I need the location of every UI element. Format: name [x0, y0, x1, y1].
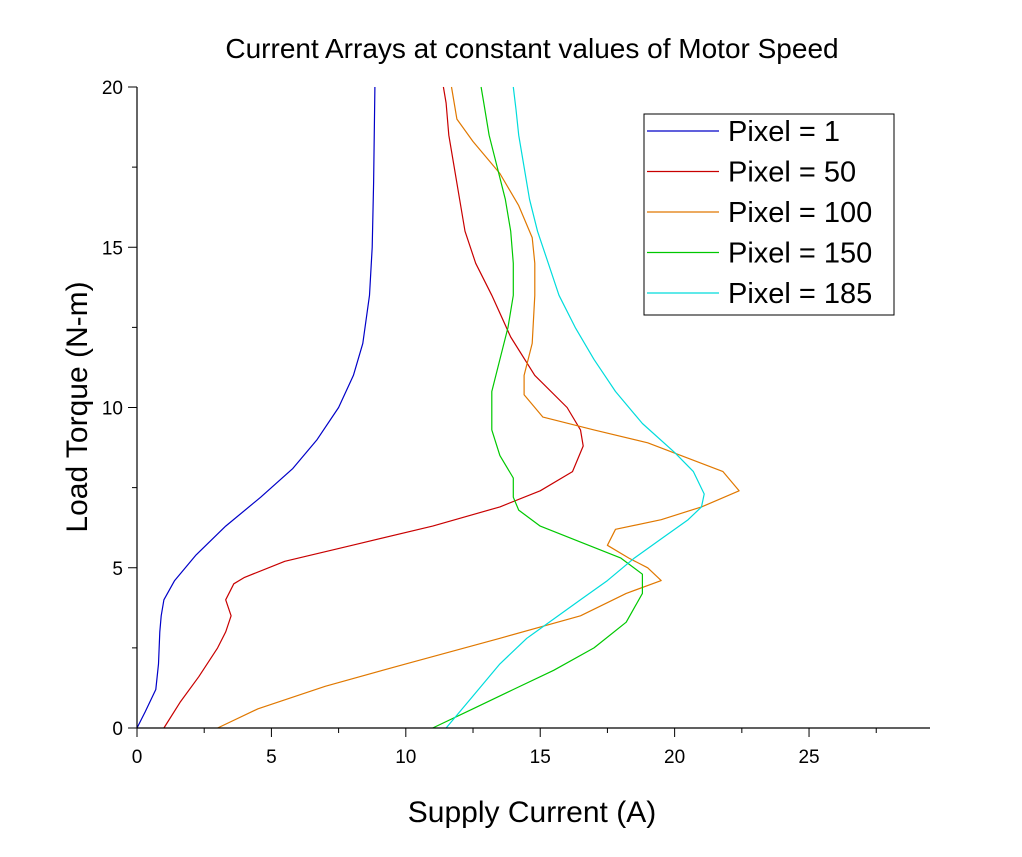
series-line-3	[217, 86, 740, 729]
axes-layer: 0 5 10 15 20 25 0 5 10 15 20	[102, 78, 930, 768]
y-tick-label: 10	[102, 399, 123, 420]
x-tick-label: 15	[530, 747, 551, 768]
series-line-2	[163, 86, 584, 729]
y-tick-label: 0	[112, 719, 123, 740]
y-tick-label: 15	[102, 238, 123, 259]
y-axis-title: Load Torque (N-m)	[61, 281, 94, 532]
series-layer	[136, 86, 740, 729]
x-tick-label: 25	[798, 747, 819, 768]
legend: Pixel = 1 Pixel = 50 Pixel = 100 Pixel = 15…	[643, 113, 895, 316]
chart-title: Current Arrays at constant values of Mot…	[225, 33, 838, 64]
series-line-5	[445, 86, 705, 729]
series-line-1	[136, 86, 376, 729]
legend-label: Pixel = 185	[728, 278, 872, 310]
legend-label: Pixel = 50	[728, 157, 856, 189]
x-tick-label: 20	[664, 747, 685, 768]
series-line-4	[432, 86, 644, 729]
x-tick-label: 10	[395, 747, 416, 768]
x-tick-label: 0	[132, 747, 143, 768]
y-tick-label: 5	[112, 559, 123, 580]
legend-label: Pixel = 100	[728, 197, 872, 229]
x-tick-label: 5	[266, 747, 277, 768]
legend-label: Pixel = 1	[728, 116, 840, 148]
legend-label: Pixel = 150	[728, 238, 872, 270]
x-axis-title: Supply Current (A)	[408, 796, 656, 829]
legend-box	[643, 113, 895, 316]
y-tick-label: 20	[102, 78, 123, 99]
